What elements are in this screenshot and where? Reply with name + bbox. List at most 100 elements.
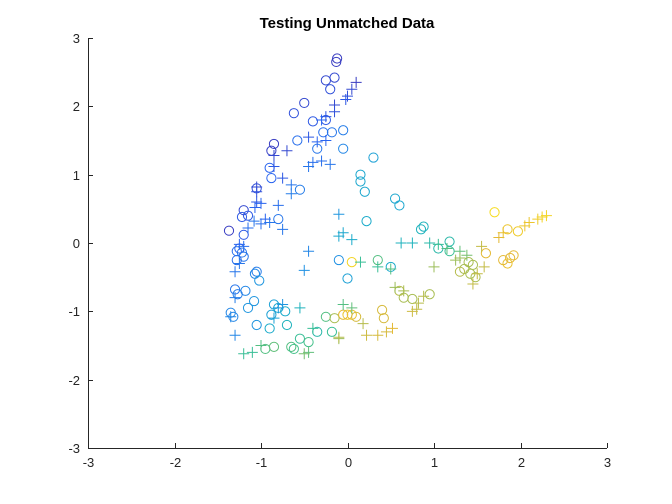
data-point-plus: [281, 145, 293, 157]
data-point-plus: [354, 256, 366, 268]
data-point-plus: [233, 258, 245, 269]
data-point-plus: [229, 329, 241, 341]
data-point-circle: [377, 304, 388, 316]
data-point-plus: [303, 245, 315, 257]
data-point-circle: [326, 127, 338, 138]
data-point-circle: [502, 258, 513, 269]
y-tick-label: 1: [73, 168, 80, 183]
data-point-circle: [254, 275, 265, 286]
data-point-plus: [294, 302, 306, 314]
data-point-plus: [424, 237, 436, 249]
data-point-plus: [398, 285, 410, 297]
x-tick-label: -3: [83, 455, 95, 470]
data-point-plus: [406, 237, 418, 249]
data-point-circle: [223, 225, 235, 236]
data-point-plus: [333, 230, 345, 242]
data-point-circle: [355, 176, 366, 187]
data-point-circle: [415, 224, 427, 235]
data-point-plus: [311, 136, 323, 148]
x-tick-label: -2: [170, 455, 182, 470]
data-point-plus: [471, 268, 483, 280]
y-tick-label: 3: [73, 31, 80, 46]
data-point-plus: [350, 76, 362, 88]
chart-title: Testing Unmatched Data: [260, 15, 435, 32]
data-point-circle: [236, 211, 248, 223]
data-point-circle: [242, 302, 254, 314]
x-tick-label: 1: [431, 455, 438, 470]
data-point-plus: [412, 297, 424, 309]
data-point-plus: [316, 114, 328, 126]
data-point-plus: [333, 208, 345, 220]
data-point-plus: [372, 261, 384, 273]
data-point-plus: [225, 311, 237, 323]
y-tick-label: 2: [73, 99, 80, 114]
data-point-plus: [357, 318, 369, 330]
data-point-plus: [476, 240, 488, 252]
data-point-circle: [273, 213, 284, 225]
data-point-plus: [478, 261, 490, 273]
data-point-circle: [359, 186, 370, 197]
data-point-circle: [394, 200, 405, 211]
data-point-circle: [232, 289, 243, 300]
data-point-plus: [441, 242, 453, 254]
data-point-circle: [268, 138, 280, 150]
y-axis: -3 -2 -1 0 1 2 3: [68, 31, 93, 456]
data-point-circle: [424, 289, 435, 300]
data-point-plus: [320, 135, 332, 146]
data-point-plus: [238, 348, 250, 360]
data-point-plus: [536, 211, 548, 223]
data-point-plus: [229, 292, 241, 304]
data-point-plus: [346, 234, 358, 246]
data-point-circle: [418, 221, 429, 232]
data-point-circle: [307, 116, 318, 127]
data-point-plus: [233, 238, 245, 250]
data-point-circle: [378, 313, 389, 324]
y-tick-label: 0: [73, 236, 80, 251]
data-point-plus: [432, 238, 444, 250]
data-point-plus: [249, 201, 261, 213]
data-point-plus: [242, 222, 254, 234]
data-point-plus: [303, 131, 315, 143]
data-point-circle: [333, 254, 344, 266]
data-point-plus: [406, 305, 418, 317]
data-point-plus: [316, 155, 328, 167]
y-tick-label: -2: [68, 373, 80, 388]
data-point-circle: [251, 319, 262, 331]
data-point-circle: [454, 266, 466, 277]
data-point-circle: [329, 313, 340, 324]
data-point-circle: [280, 306, 291, 317]
data-point-circle: [320, 75, 331, 86]
data-point-circle: [268, 341, 280, 352]
data-point-plus: [467, 278, 479, 290]
data-point-plus: [238, 240, 250, 252]
data-point-circle: [292, 135, 303, 146]
y-tick-label: -3: [68, 441, 80, 456]
data-point-circle: [318, 127, 329, 138]
data-point-circle: [231, 254, 242, 266]
data-point-circle: [242, 210, 254, 221]
data-point-circle: [325, 84, 336, 95]
data-point-circle: [338, 143, 349, 154]
data-point-circle: [303, 336, 314, 348]
data-point-circle: [342, 273, 353, 284]
data-point-plus: [303, 160, 315, 172]
x-tick-label: 2: [518, 455, 525, 470]
data-point-plus: [329, 106, 341, 118]
data-point-plus: [493, 232, 505, 244]
data-point-plus: [272, 302, 284, 314]
data-point-plus: [264, 217, 276, 228]
y-tick-label: -1: [68, 304, 80, 319]
data-point-plus: [532, 213, 544, 225]
data-point-plus: [346, 83, 358, 95]
data-point-circle: [351, 311, 362, 322]
data-point-circle: [294, 333, 306, 344]
data-point-plus: [255, 197, 267, 209]
data-point-plus: [372, 329, 384, 341]
data-point-circle: [338, 125, 349, 136]
data-point-circle: [355, 169, 366, 180]
data-point-plus: [428, 261, 440, 273]
x-axis: -3 -2 -1 0 1 2 3: [83, 443, 611, 470]
data-point-circle: [264, 323, 275, 334]
data-point-plus: [255, 340, 267, 351]
data-point-plus: [277, 172, 289, 184]
